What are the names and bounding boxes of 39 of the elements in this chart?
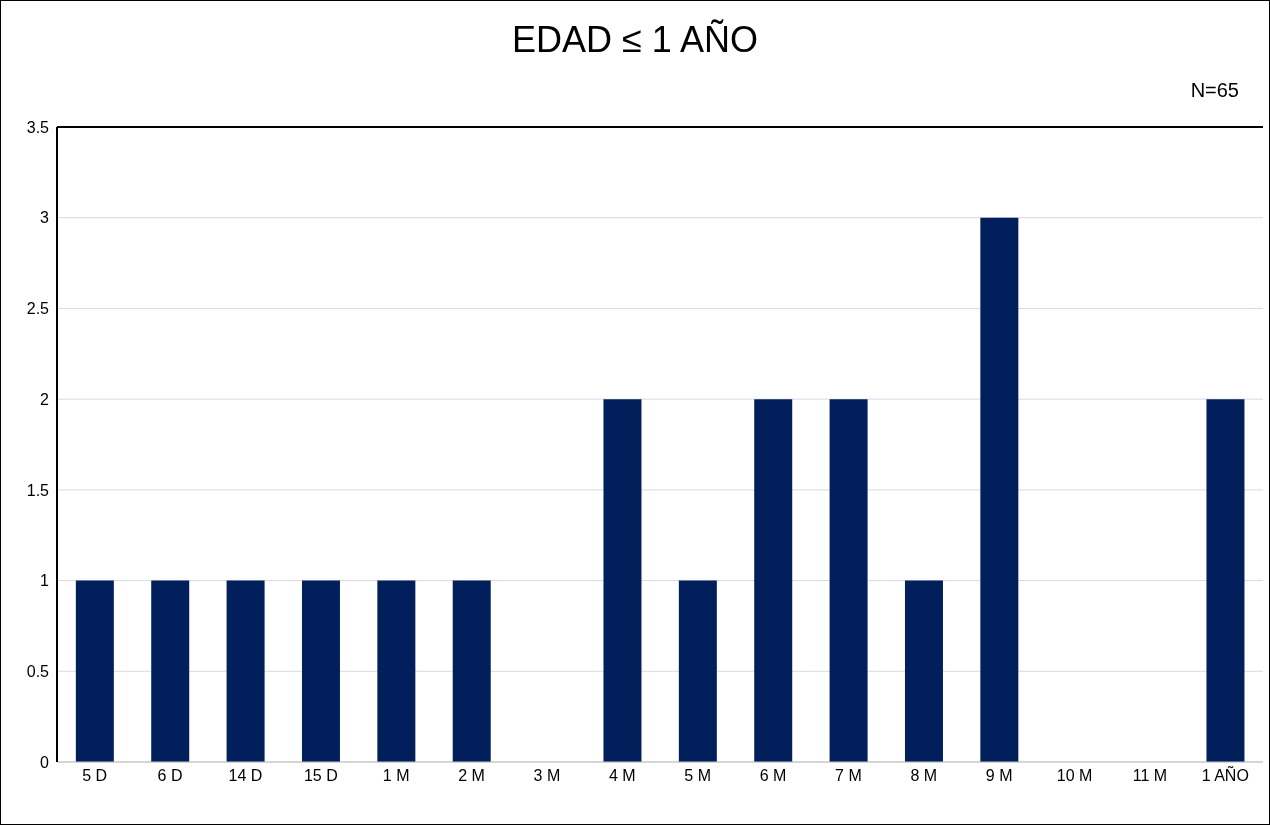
x-tick-label: 1 M xyxy=(382,767,410,785)
x-tick-label: 9 M xyxy=(985,767,1013,785)
bar xyxy=(151,580,190,762)
y-tick-label: 3.5 xyxy=(26,118,50,136)
y-tick-label: 1.5 xyxy=(26,481,50,499)
text: N=65 xyxy=(1190,79,1239,102)
bar xyxy=(678,580,717,762)
bar xyxy=(75,580,114,762)
x-tick-label: 5 M xyxy=(684,767,712,785)
x-tick-label: 6 D xyxy=(157,767,183,785)
bar xyxy=(603,399,642,762)
y-tick-label: 3 xyxy=(40,209,50,227)
y-tick-label: 2 xyxy=(40,390,50,408)
bar xyxy=(452,580,491,762)
x-tick-label: 14 D xyxy=(228,767,263,785)
chart-title: EDAD ≤ 1 AÑO xyxy=(511,19,759,61)
bar xyxy=(1206,399,1245,762)
x-tick-label: 1 AÑO xyxy=(1201,765,1249,785)
bar xyxy=(377,580,416,762)
x-tick-label: 3 M xyxy=(533,767,561,785)
y-tick-label: 0.5 xyxy=(26,662,50,680)
x-tick-label: 2 M xyxy=(458,767,485,785)
x-tick-label: 5 D xyxy=(82,767,108,785)
y-tick-label: 0 xyxy=(40,753,50,771)
x-tick-label: 7 M xyxy=(835,767,862,785)
x-tick-label: 11 M xyxy=(1132,767,1168,785)
x-tick-label: 4 M xyxy=(608,767,636,785)
y-tick-label: 1 xyxy=(40,572,50,590)
bar xyxy=(980,217,1019,762)
bar xyxy=(301,580,340,762)
bar xyxy=(226,580,265,762)
x-tick-label: 15 D xyxy=(303,767,338,785)
bar xyxy=(904,580,943,762)
x-tick-label: 8 M xyxy=(910,767,938,785)
x-tick-label: 6 M xyxy=(759,767,787,785)
bar xyxy=(829,399,868,762)
x-tick-label: 10 M xyxy=(1056,767,1093,785)
y-tick-label: 2.5 xyxy=(26,300,50,318)
bar xyxy=(754,399,793,762)
